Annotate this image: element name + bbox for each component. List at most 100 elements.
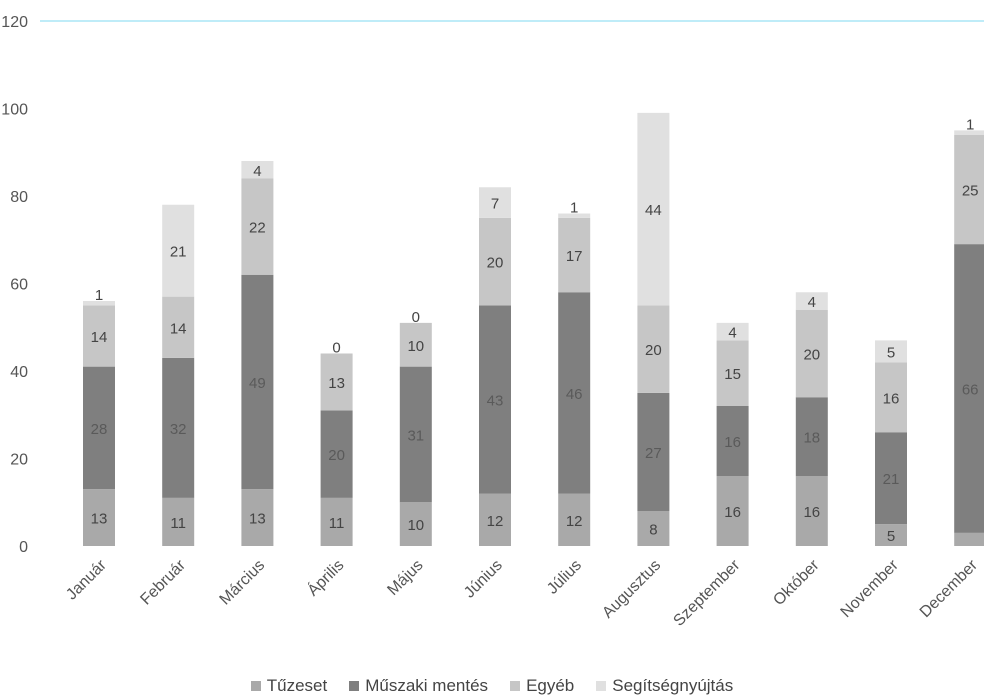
bar-stack: 12 46 17 1	[558, 200, 591, 546]
bar-segment	[795, 309, 828, 398]
data-label: 0	[412, 309, 420, 326]
bar-segment	[795, 476, 828, 546]
x-category-label: Április	[303, 555, 347, 599]
bar-segment	[162, 204, 195, 297]
bar-segment	[637, 112, 670, 306]
legend-swatch	[250, 681, 261, 691]
bar-segment	[320, 353, 353, 411]
bar-stack: 8 27 20 44	[637, 112, 670, 546]
y-tick-label: 40	[10, 364, 28, 381]
legend-swatch	[596, 681, 607, 691]
bar-segment	[399, 322, 432, 367]
bar-segment	[320, 497, 353, 546]
data-label: 20	[487, 255, 504, 272]
y-tick-label: 20	[10, 452, 28, 469]
bar-segment	[558, 217, 591, 293]
x-category-label: November	[838, 556, 903, 621]
data-label: 1	[95, 287, 103, 304]
x-category-label: Január	[63, 556, 110, 603]
bar-segment	[954, 130, 984, 135]
legend-item: Segítségnyújtás	[596, 676, 733, 696]
data-label: 8	[649, 522, 657, 539]
data-label: 16	[883, 390, 900, 407]
legend-item: Egyéb	[510, 676, 574, 696]
x-category-label: Szeptember	[670, 556, 743, 629]
legend-swatch	[349, 681, 360, 691]
x-category-label: Július	[544, 557, 585, 598]
data-label: 10	[407, 338, 424, 355]
legend-item: Műszaki mentés	[349, 676, 488, 696]
data-label: 43	[487, 392, 504, 409]
x-category-label: December	[917, 556, 982, 621]
data-label: 28	[91, 421, 108, 438]
bar-segment	[637, 511, 670, 546]
bar-stack: 16 16 15 4	[716, 322, 749, 546]
bar-segment	[399, 502, 432, 546]
bar-segment	[83, 305, 115, 367]
data-label: 4	[728, 325, 736, 342]
bar-segment	[241, 178, 274, 275]
bar-segment	[399, 366, 432, 503]
data-label: 46	[566, 386, 583, 403]
data-label: 16	[724, 434, 741, 451]
bar-stack: 11 20 13 0	[320, 340, 353, 546]
bar-segment	[875, 340, 907, 363]
data-label: 20	[328, 447, 345, 464]
data-label: 44	[645, 202, 662, 219]
bar-stack: 13 49 22 4	[241, 161, 274, 546]
data-label: 14	[170, 320, 187, 337]
y-tick-label: 60	[10, 277, 28, 294]
legend-label: Tűzeset	[266, 676, 328, 695]
data-label: 49	[249, 375, 266, 392]
bar-stack: 10 31 10 0	[399, 309, 432, 546]
bar-segment	[716, 406, 749, 476]
bar-segment	[875, 432, 907, 525]
x-category-label: Június	[461, 557, 506, 602]
chart-canvas: 0204060801001201328141Január11321421Febr…	[1, 14, 984, 630]
bar-segment	[637, 392, 670, 511]
y-tick-label: 100	[1, 102, 28, 119]
y-tick-label: 120	[1, 14, 28, 31]
data-label: 13	[249, 511, 266, 528]
bar-segment	[875, 524, 907, 546]
data-label: 17	[566, 248, 583, 265]
bar-segment	[954, 244, 984, 533]
bar-segment	[162, 497, 195, 546]
data-label: 13	[91, 511, 108, 528]
bar-segment	[954, 134, 984, 245]
bar-stack: 366251	[954, 116, 984, 546]
x-category-label: Október	[770, 556, 823, 609]
data-label: 4	[253, 163, 261, 180]
data-label: 12	[566, 513, 583, 530]
data-label: 1	[966, 116, 974, 133]
data-label: 21	[170, 244, 187, 261]
bar-segment	[795, 397, 828, 476]
legend-label: Műszaki mentés	[365, 676, 489, 695]
data-label: 18	[803, 430, 820, 447]
legend-swatch	[510, 681, 521, 691]
data-label: 20	[803, 347, 820, 364]
data-label: 10	[407, 517, 424, 534]
bar-segment	[558, 292, 591, 494]
y-tick-label: 0	[19, 539, 28, 556]
bar-segment	[241, 161, 274, 179]
bar-segment	[954, 532, 984, 546]
data-label: 22	[249, 220, 266, 237]
x-category-label: Augusztus	[599, 557, 664, 622]
bar-segment	[162, 296, 195, 358]
bar-segment	[479, 217, 511, 306]
bar-segment	[716, 340, 749, 406]
chart-legend: Tűzeset Műszaki mentés Egyéb Segítségnyújtá…	[0, 676, 984, 696]
data-label: 20	[645, 342, 662, 359]
data-label: 14	[91, 329, 108, 346]
data-label: 66	[962, 382, 979, 399]
bar-segment	[716, 322, 749, 341]
bar-segment	[162, 357, 195, 498]
data-label: 21	[883, 471, 900, 488]
data-label: 16	[803, 504, 820, 521]
bar-segment	[875, 362, 907, 433]
bar-segment	[479, 187, 511, 218]
data-label: 31	[407, 427, 424, 444]
data-label: 15	[724, 366, 741, 383]
